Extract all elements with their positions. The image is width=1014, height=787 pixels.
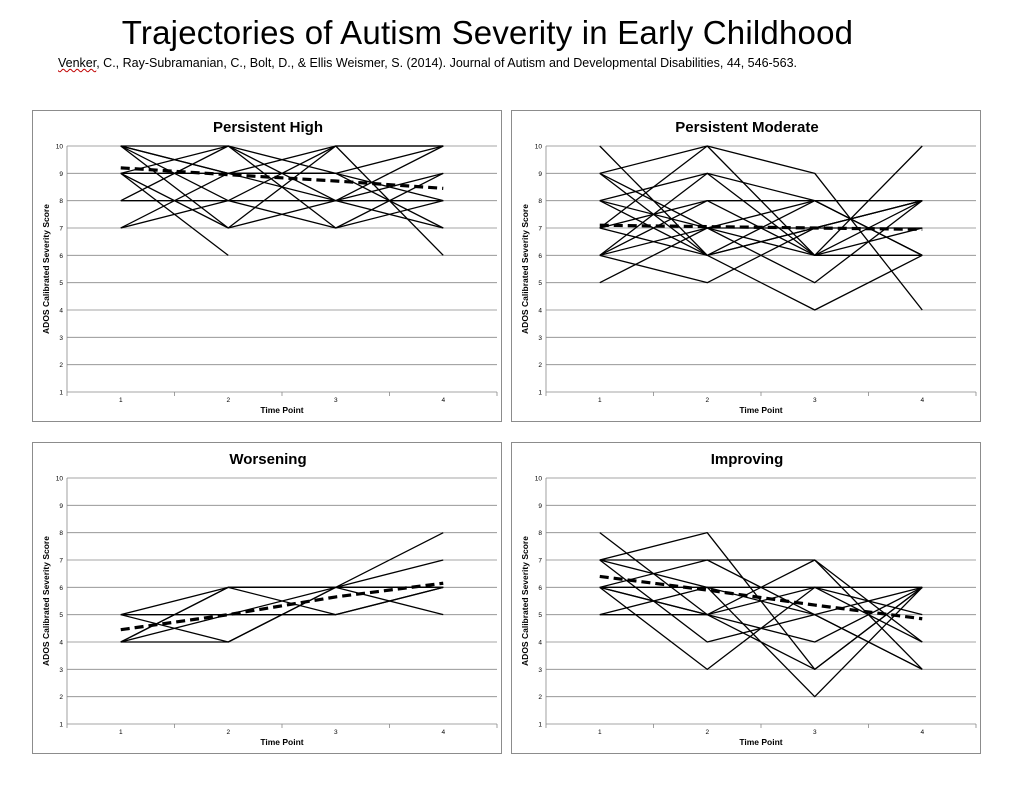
y-tick-label: 2 xyxy=(538,694,542,701)
x-tick-label: 1 xyxy=(598,397,602,404)
y-tick-label: 6 xyxy=(59,253,63,260)
y-tick-label: 3 xyxy=(59,335,63,342)
y-tick-label: 3 xyxy=(59,667,63,674)
y-axis-label: ADOS Calibrated Severity Score xyxy=(520,204,530,334)
y-tick-label: 7 xyxy=(538,558,542,565)
y-tick-label: 3 xyxy=(538,667,542,674)
citation: Venker, C., Ray-Subramanian, C., Bolt, D… xyxy=(58,56,797,70)
y-tick-label: 9 xyxy=(538,503,542,510)
mean-trend-line xyxy=(120,166,444,190)
y-tick-label: 3 xyxy=(538,335,542,342)
chart-panel-improving: Improving 1 2 3 4 5 6 7 8 9 10 1 2 3 4 Time Point ADOS C… xyxy=(511,442,981,754)
y-tick-label: 7 xyxy=(59,558,63,565)
y-tick-label: 1 xyxy=(538,390,542,397)
y-tick-label: 10 xyxy=(56,144,64,151)
series-line xyxy=(120,586,444,643)
chart-svg-improving: Improving 1 2 3 4 5 6 7 8 9 10 1 2 3 4 Time Point ADOS C… xyxy=(520,451,977,747)
y-tick-label: 4 xyxy=(59,308,63,315)
series-line xyxy=(120,172,444,202)
x-tick-label: 1 xyxy=(119,397,123,404)
y-tick-label: 6 xyxy=(538,585,542,592)
x-axis-label: Time Point xyxy=(739,737,782,747)
x-tick-label: 3 xyxy=(813,729,817,736)
y-tick-label: 4 xyxy=(538,640,542,647)
y-tick-label: 8 xyxy=(538,198,542,205)
chart-panel-persistent-high: Persistent High 1 2 3 4 5 6 7 8 9 10 1 2 3 4 Time Point… xyxy=(32,110,502,422)
y-tick-label: 1 xyxy=(538,722,542,729)
series-line xyxy=(599,586,923,616)
page-title: Trajectories of Autism Severity in Early… xyxy=(121,14,854,51)
y-tick-label: 6 xyxy=(59,585,63,592)
x-axis-label: Time Point xyxy=(739,405,782,415)
y-tick-label: 10 xyxy=(535,144,543,151)
y-tick-label: 2 xyxy=(59,362,63,369)
x-tick-label: 3 xyxy=(334,397,338,404)
x-tick-label: 2 xyxy=(226,729,230,736)
series-line xyxy=(599,586,923,670)
y-tick-label: 4 xyxy=(59,640,63,647)
y-tick-label: 5 xyxy=(538,612,542,619)
y-tick-label: 1 xyxy=(59,722,63,729)
chart-title: Persistent Moderate xyxy=(675,119,818,136)
y-axis-label: ADOS Calibrated Severity Score xyxy=(41,536,51,666)
mean-trend-line xyxy=(599,574,923,621)
x-tick-label: 3 xyxy=(334,729,338,736)
chart-title: Improving xyxy=(711,451,784,468)
chart-svg-persistent-moderate: Persistent Moderate 1 2 3 4 5 6 7 8 9 10 1 2 3 4 Time P… xyxy=(520,119,977,415)
x-tick-label: 4 xyxy=(441,397,445,404)
x-tick-label: 3 xyxy=(813,397,817,404)
series-line xyxy=(120,172,229,256)
citation-rest: , C., Ray-Subramanian, C., Bolt, D., & E… xyxy=(96,56,798,70)
x-tick-label: 2 xyxy=(705,397,709,404)
y-tick-label: 10 xyxy=(56,476,64,483)
mean-trend-line xyxy=(599,223,923,231)
y-tick-label: 6 xyxy=(538,253,542,260)
y-tick-label: 10 xyxy=(535,476,543,483)
y-tick-label: 2 xyxy=(59,694,63,701)
x-tick-label: 4 xyxy=(920,729,924,736)
mean-trend-line xyxy=(120,581,444,632)
x-axis-label: Time Point xyxy=(260,405,303,415)
y-tick-label: 1 xyxy=(59,390,63,397)
chart-panel-persistent-moderate: Persistent Moderate 1 2 3 4 5 6 7 8 9 10 1 2 3 4 Time P… xyxy=(511,110,981,422)
y-tick-label: 9 xyxy=(538,171,542,178)
y-tick-label: 5 xyxy=(59,612,63,619)
x-tick-label: 1 xyxy=(598,729,602,736)
y-tick-label: 8 xyxy=(59,198,63,205)
series-line xyxy=(599,227,923,284)
y-tick-label: 7 xyxy=(59,226,63,233)
y-tick-label: 8 xyxy=(538,530,542,537)
y-tick-label: 7 xyxy=(538,226,542,233)
y-tick-label: 9 xyxy=(59,503,63,510)
series-line xyxy=(120,586,444,643)
series-line xyxy=(599,586,923,616)
x-tick-label: 2 xyxy=(705,729,709,736)
y-axis-label: ADOS Calibrated Severity Score xyxy=(41,204,51,334)
chart-title: Worsening xyxy=(229,451,306,468)
series-line xyxy=(120,145,444,229)
chart-title: Persistent High xyxy=(213,119,323,136)
y-tick-label: 9 xyxy=(59,171,63,178)
x-tick-label: 1 xyxy=(119,729,123,736)
y-tick-label: 2 xyxy=(538,362,542,369)
y-axis-label: ADOS Calibrated Severity Score xyxy=(520,536,530,666)
chart-svg-worsening: Worsening 1 2 3 4 5 6 7 8 9 10 1 2 3 4 Time Point ADOS C… xyxy=(41,451,498,747)
y-tick-label: 5 xyxy=(538,280,542,287)
citation-author: Venker xyxy=(58,56,97,70)
y-tick-label: 4 xyxy=(538,308,542,315)
y-tick-label: 8 xyxy=(59,530,63,537)
x-tick-label: 4 xyxy=(441,729,445,736)
x-axis-label: Time Point xyxy=(260,737,303,747)
chart-panel-worsening: Worsening 1 2 3 4 5 6 7 8 9 10 1 2 3 4 Time Point ADOS C… xyxy=(32,442,502,754)
chart-svg-persistent-high: Persistent High 1 2 3 4 5 6 7 8 9 10 1 2 3 4 Time Point… xyxy=(41,119,498,415)
y-tick-label: 5 xyxy=(59,280,63,287)
x-tick-label: 4 xyxy=(920,397,924,404)
x-tick-label: 2 xyxy=(226,397,230,404)
